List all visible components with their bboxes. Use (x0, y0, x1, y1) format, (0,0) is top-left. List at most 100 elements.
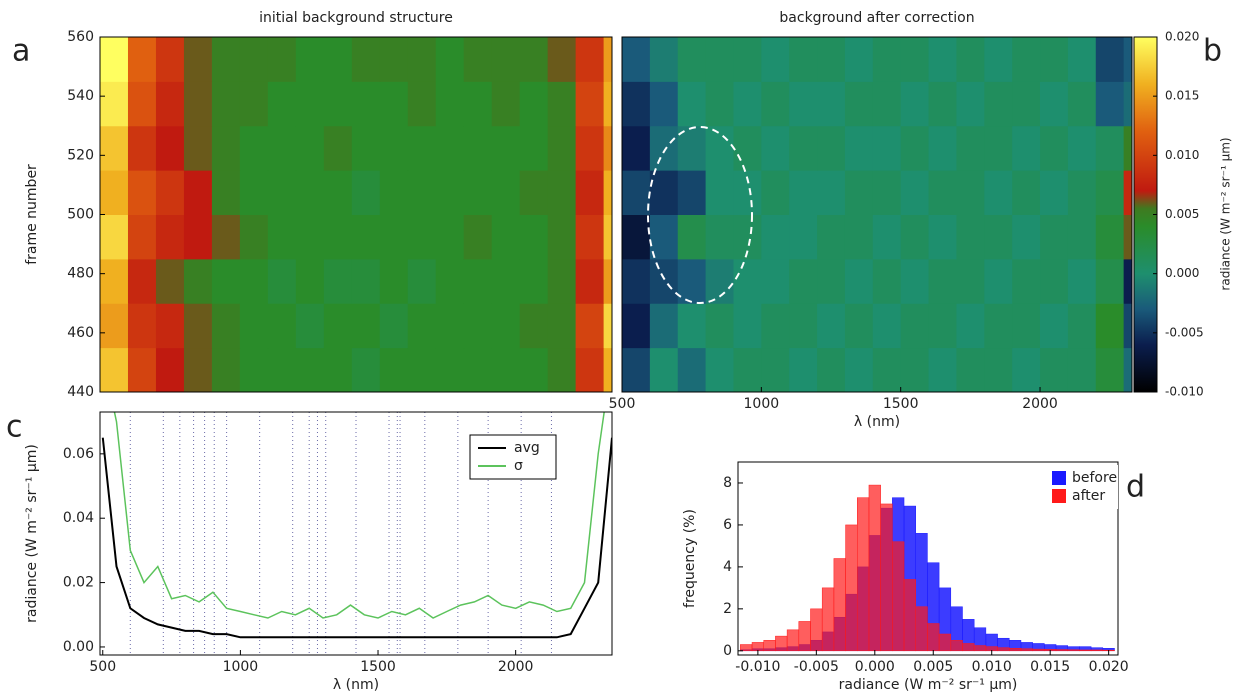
heatmap-cell (100, 215, 128, 260)
histogram-bar (822, 588, 834, 651)
y-tick-label: 460 (67, 325, 94, 341)
heatmap-cell (622, 348, 650, 393)
heatmap-cell (268, 170, 296, 215)
heatmap-cell (604, 37, 613, 82)
heatmap-cell (128, 81, 156, 126)
heatmap-cell (733, 126, 761, 171)
heatmap-cell (380, 170, 408, 215)
heatmap-cell (706, 170, 734, 215)
heatmap-cell (576, 215, 604, 260)
heatmap-cell (184, 126, 212, 171)
heatmap-cell (352, 259, 380, 304)
heatmap-cell (296, 37, 324, 82)
x-tick-label: 0.005 (913, 659, 953, 675)
heatmap-cell (296, 81, 324, 126)
heatmap-cell (622, 170, 650, 215)
colorbar-label: radiance (W m⁻² sr⁻¹ μm) (1219, 137, 1233, 290)
heatmap-cell (240, 81, 268, 126)
heatmap-cell (156, 170, 184, 215)
x-tick-label: -0.010 (735, 659, 780, 675)
heatmap-cell (1040, 215, 1068, 260)
heatmap-cell (761, 170, 789, 215)
heatmap-cell (761, 81, 789, 126)
heatmap-cell (817, 259, 845, 304)
y-tick-label: 0.06 (63, 446, 94, 462)
heatmap-cell (520, 215, 548, 260)
heatmap-cell (464, 170, 492, 215)
heatmap-cell (408, 348, 436, 393)
heatmap-cell (352, 37, 380, 82)
heatmap-cell (548, 348, 576, 393)
heatmap-cell (380, 348, 408, 393)
heatmap-cell (128, 348, 156, 393)
heatmap-cell (984, 303, 1012, 348)
heatmap-cell (984, 126, 1012, 171)
heatmap-cell (650, 37, 678, 82)
colorbar-tick-label: 0.000 (1165, 266, 1199, 280)
heatmap-cell (128, 215, 156, 260)
heatmap-cell (901, 126, 929, 171)
heatmap-cell (929, 259, 957, 304)
heatmap-cell (956, 303, 984, 348)
heatmap-cell (156, 348, 184, 393)
heatmap-cell (548, 303, 576, 348)
heatmap-cell (761, 215, 789, 260)
heatmap-cell (184, 37, 212, 82)
heatmap-cell (1012, 170, 1040, 215)
heatmap-cell (576, 126, 604, 171)
heatmap-cell (1068, 126, 1096, 171)
heatmap-cell (436, 81, 464, 126)
heatmap-cell (128, 170, 156, 215)
heatmap-cell (100, 81, 128, 126)
legend-label: before (1072, 470, 1117, 486)
histogram-bar (787, 630, 799, 651)
heatmap-cell (1068, 170, 1096, 215)
heatmap-cell (873, 170, 901, 215)
heatmap-cell (604, 126, 613, 171)
heatmap-cell (1040, 259, 1068, 304)
series-line (103, 357, 612, 618)
heatmap-cell (984, 37, 1012, 82)
heatmap-cell (1012, 37, 1040, 82)
heatmap-cell (492, 126, 520, 171)
heatmap-cell (650, 303, 678, 348)
heatmap-cell (100, 348, 128, 393)
histogram-bar (927, 624, 939, 651)
histogram-bar (1033, 649, 1045, 651)
heatmap-cell (296, 215, 324, 260)
heatmap-cell (956, 259, 984, 304)
heatmap-cell (156, 37, 184, 82)
legend-swatch (1052, 471, 1066, 485)
heatmap-cell (1096, 259, 1124, 304)
heatmap-cell (464, 37, 492, 82)
x-axis-label: λ (nm) (854, 414, 900, 430)
colorbar-tick-label: 0.005 (1165, 207, 1199, 221)
heatmap-cell (817, 303, 845, 348)
x-tick-label: 1000 (744, 396, 780, 412)
x-tick-label: 0.010 (972, 659, 1012, 675)
heatmap-cell (733, 259, 761, 304)
heatmap-cell (184, 259, 212, 304)
heatmap-cell (1096, 81, 1124, 126)
heatmap-cell (901, 37, 929, 82)
heatmap-cell (240, 348, 268, 393)
heatmap-cell (464, 81, 492, 126)
colorbar-tick-label: -0.005 (1165, 325, 1204, 339)
histogram-bar (1068, 650, 1080, 651)
heatmap-cell (324, 303, 352, 348)
heatmap-cell (212, 215, 240, 260)
heatmap-cell (1124, 126, 1133, 171)
heatmap-cell (212, 37, 240, 82)
heatmap-cell (352, 126, 380, 171)
heatmap-cell (408, 37, 436, 82)
heatmap-cell (492, 348, 520, 393)
heatmap-cell (901, 215, 929, 260)
histogram-bar (881, 504, 893, 651)
heatmap-cell (901, 259, 929, 304)
heatmap-cell (1012, 259, 1040, 304)
heatmap-cell (1096, 37, 1124, 82)
heatmap-cell (604, 348, 613, 393)
heatmap-cell (956, 348, 984, 393)
heatmap-cell (901, 81, 929, 126)
